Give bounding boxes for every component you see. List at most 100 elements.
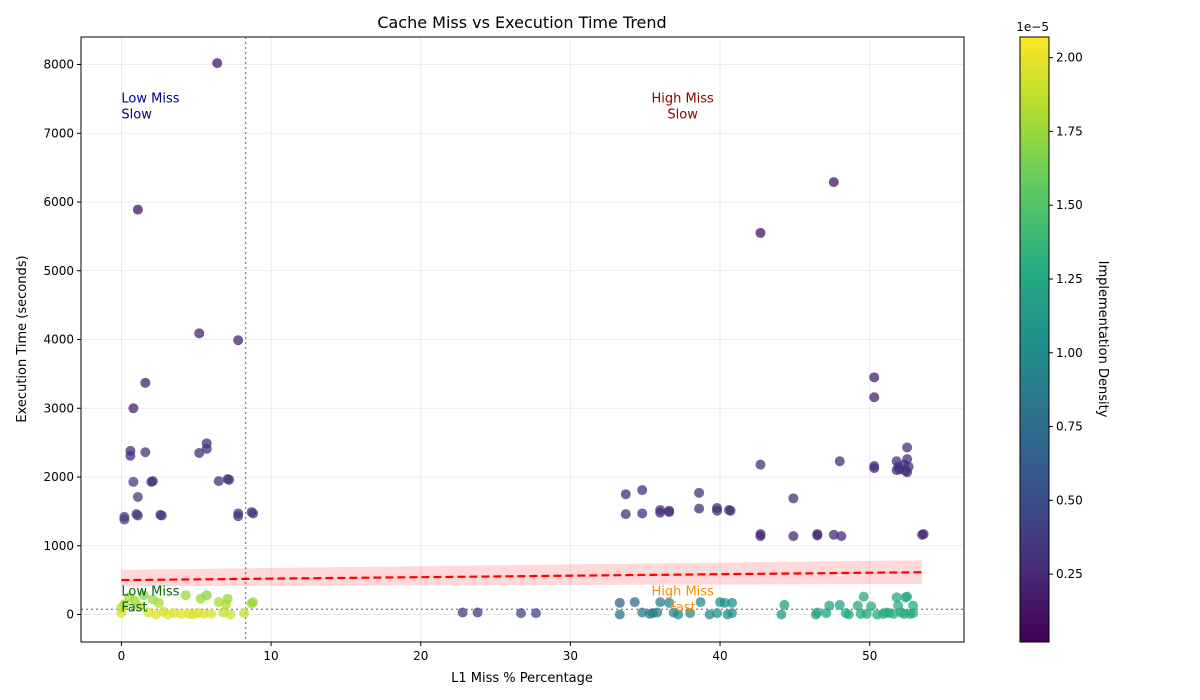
scatter-point	[891, 465, 902, 476]
scatter-point	[248, 597, 259, 608]
y-tick-label: 4000	[43, 333, 74, 347]
colorbar-tick-label: 1.00	[1056, 346, 1083, 360]
scatter-point	[788, 531, 799, 542]
scatter-point	[119, 514, 130, 525]
scatter-point	[908, 608, 919, 619]
scatter-point	[891, 592, 902, 603]
scatter-point	[727, 597, 738, 608]
colorbar-ticks: 0.25 0.50 0.75 1.00 1.25 1.50 1.75 2.00	[1049, 51, 1083, 581]
scatter-point	[888, 608, 899, 619]
scatter-point	[218, 607, 229, 618]
scatter-point	[516, 608, 527, 619]
scatter-point	[138, 590, 149, 601]
scatter-point	[694, 487, 705, 498]
scatter-point	[755, 531, 766, 542]
scatter-point	[828, 529, 839, 540]
scatter-point	[225, 609, 236, 620]
scatter-point	[233, 511, 244, 522]
x-axis-title: L1 Miss % Percentage	[451, 671, 593, 686]
y-tick-label: 3000	[43, 401, 74, 415]
trend-band	[121, 560, 923, 587]
scatter-point	[869, 392, 880, 403]
scatter-point	[725, 505, 736, 516]
scatter-point	[902, 442, 913, 453]
y-tick-label: 0	[66, 608, 74, 622]
scatter-point	[755, 227, 766, 238]
scatter-point	[132, 204, 143, 215]
scatter-point	[704, 609, 715, 620]
scatter-point	[861, 608, 872, 619]
scatter-point	[201, 590, 212, 601]
colorbar-tick-label: 0.50	[1056, 493, 1083, 507]
scatter-point	[140, 377, 151, 388]
colorbar-tick-label: 1.25	[1056, 272, 1083, 286]
scatter-point	[836, 531, 847, 542]
scatter-point	[824, 600, 835, 611]
scatter-point	[168, 608, 179, 619]
colorbar-tick-label: 0.25	[1056, 567, 1083, 581]
scatter-point	[655, 597, 666, 608]
scatter-point	[194, 447, 205, 458]
regression-line	[121, 571, 923, 582]
confidence-band	[121, 560, 923, 587]
scatter-point	[776, 609, 787, 620]
scatter-point	[614, 597, 625, 608]
x-tick-label: 10	[263, 649, 278, 663]
x-tick-label: 40	[712, 649, 727, 663]
quadrant-label-line: Slow	[121, 107, 152, 122]
scatter-point	[664, 507, 675, 518]
scatter-point	[248, 508, 259, 519]
scatter-point	[132, 491, 143, 502]
scatter-point	[673, 609, 684, 620]
chart-title: Cache Miss vs Execution Time Trend	[377, 13, 666, 32]
scatter-point	[812, 530, 823, 541]
scatter-point	[655, 507, 666, 518]
y-tick-label: 8000	[43, 58, 74, 72]
scatter-point	[212, 58, 223, 69]
scatter-point	[233, 335, 244, 346]
scatter-point	[143, 607, 154, 618]
scatter-point	[727, 608, 738, 619]
quadrant-label-line: Low Miss	[121, 91, 179, 106]
scatter-point	[908, 600, 919, 611]
colorbar-tick-label: 1.50	[1056, 198, 1083, 212]
scatter-point	[156, 510, 167, 521]
scatter-point	[201, 443, 212, 454]
scatter-point	[694, 503, 705, 514]
scatter-point	[128, 403, 139, 414]
scatter-point	[620, 509, 631, 520]
scatter-point	[472, 607, 483, 618]
scatter-point	[239, 608, 250, 619]
scatter-point	[866, 601, 877, 612]
y-tick-label: 1000	[43, 539, 74, 553]
x-tick-label: 0	[118, 649, 126, 663]
scatter-point	[821, 608, 832, 619]
scatter-point	[153, 597, 164, 608]
quadrant-label-line: Low Miss	[121, 584, 179, 599]
data-points	[116, 58, 929, 620]
scatter-point	[903, 461, 914, 472]
trend-line	[121, 571, 923, 582]
y-tick-label: 7000	[43, 126, 74, 140]
scatter-point	[206, 608, 217, 619]
scatter-point	[457, 607, 468, 618]
quadrant-label-line: Fast	[121, 600, 147, 615]
colorbar-exponent-label: 1e−5	[1016, 20, 1049, 34]
scatter-point	[664, 597, 675, 608]
y-tick-label: 6000	[43, 195, 74, 209]
y-tick-label: 5000	[43, 264, 74, 278]
scatter-point	[788, 493, 799, 504]
scatter-point	[652, 607, 663, 618]
scatter-point	[194, 328, 205, 339]
scatter-point	[213, 476, 224, 487]
colorbar-tick-label: 1.75	[1056, 124, 1083, 138]
scatter-point	[222, 593, 233, 604]
scatter-point	[685, 608, 696, 619]
quadrant-label-line: High Miss	[651, 584, 714, 599]
scatter-point	[629, 597, 640, 608]
x-axis-ticks: 0 10 20 30 40 50	[118, 642, 877, 663]
x-tick-label: 50	[862, 649, 877, 663]
